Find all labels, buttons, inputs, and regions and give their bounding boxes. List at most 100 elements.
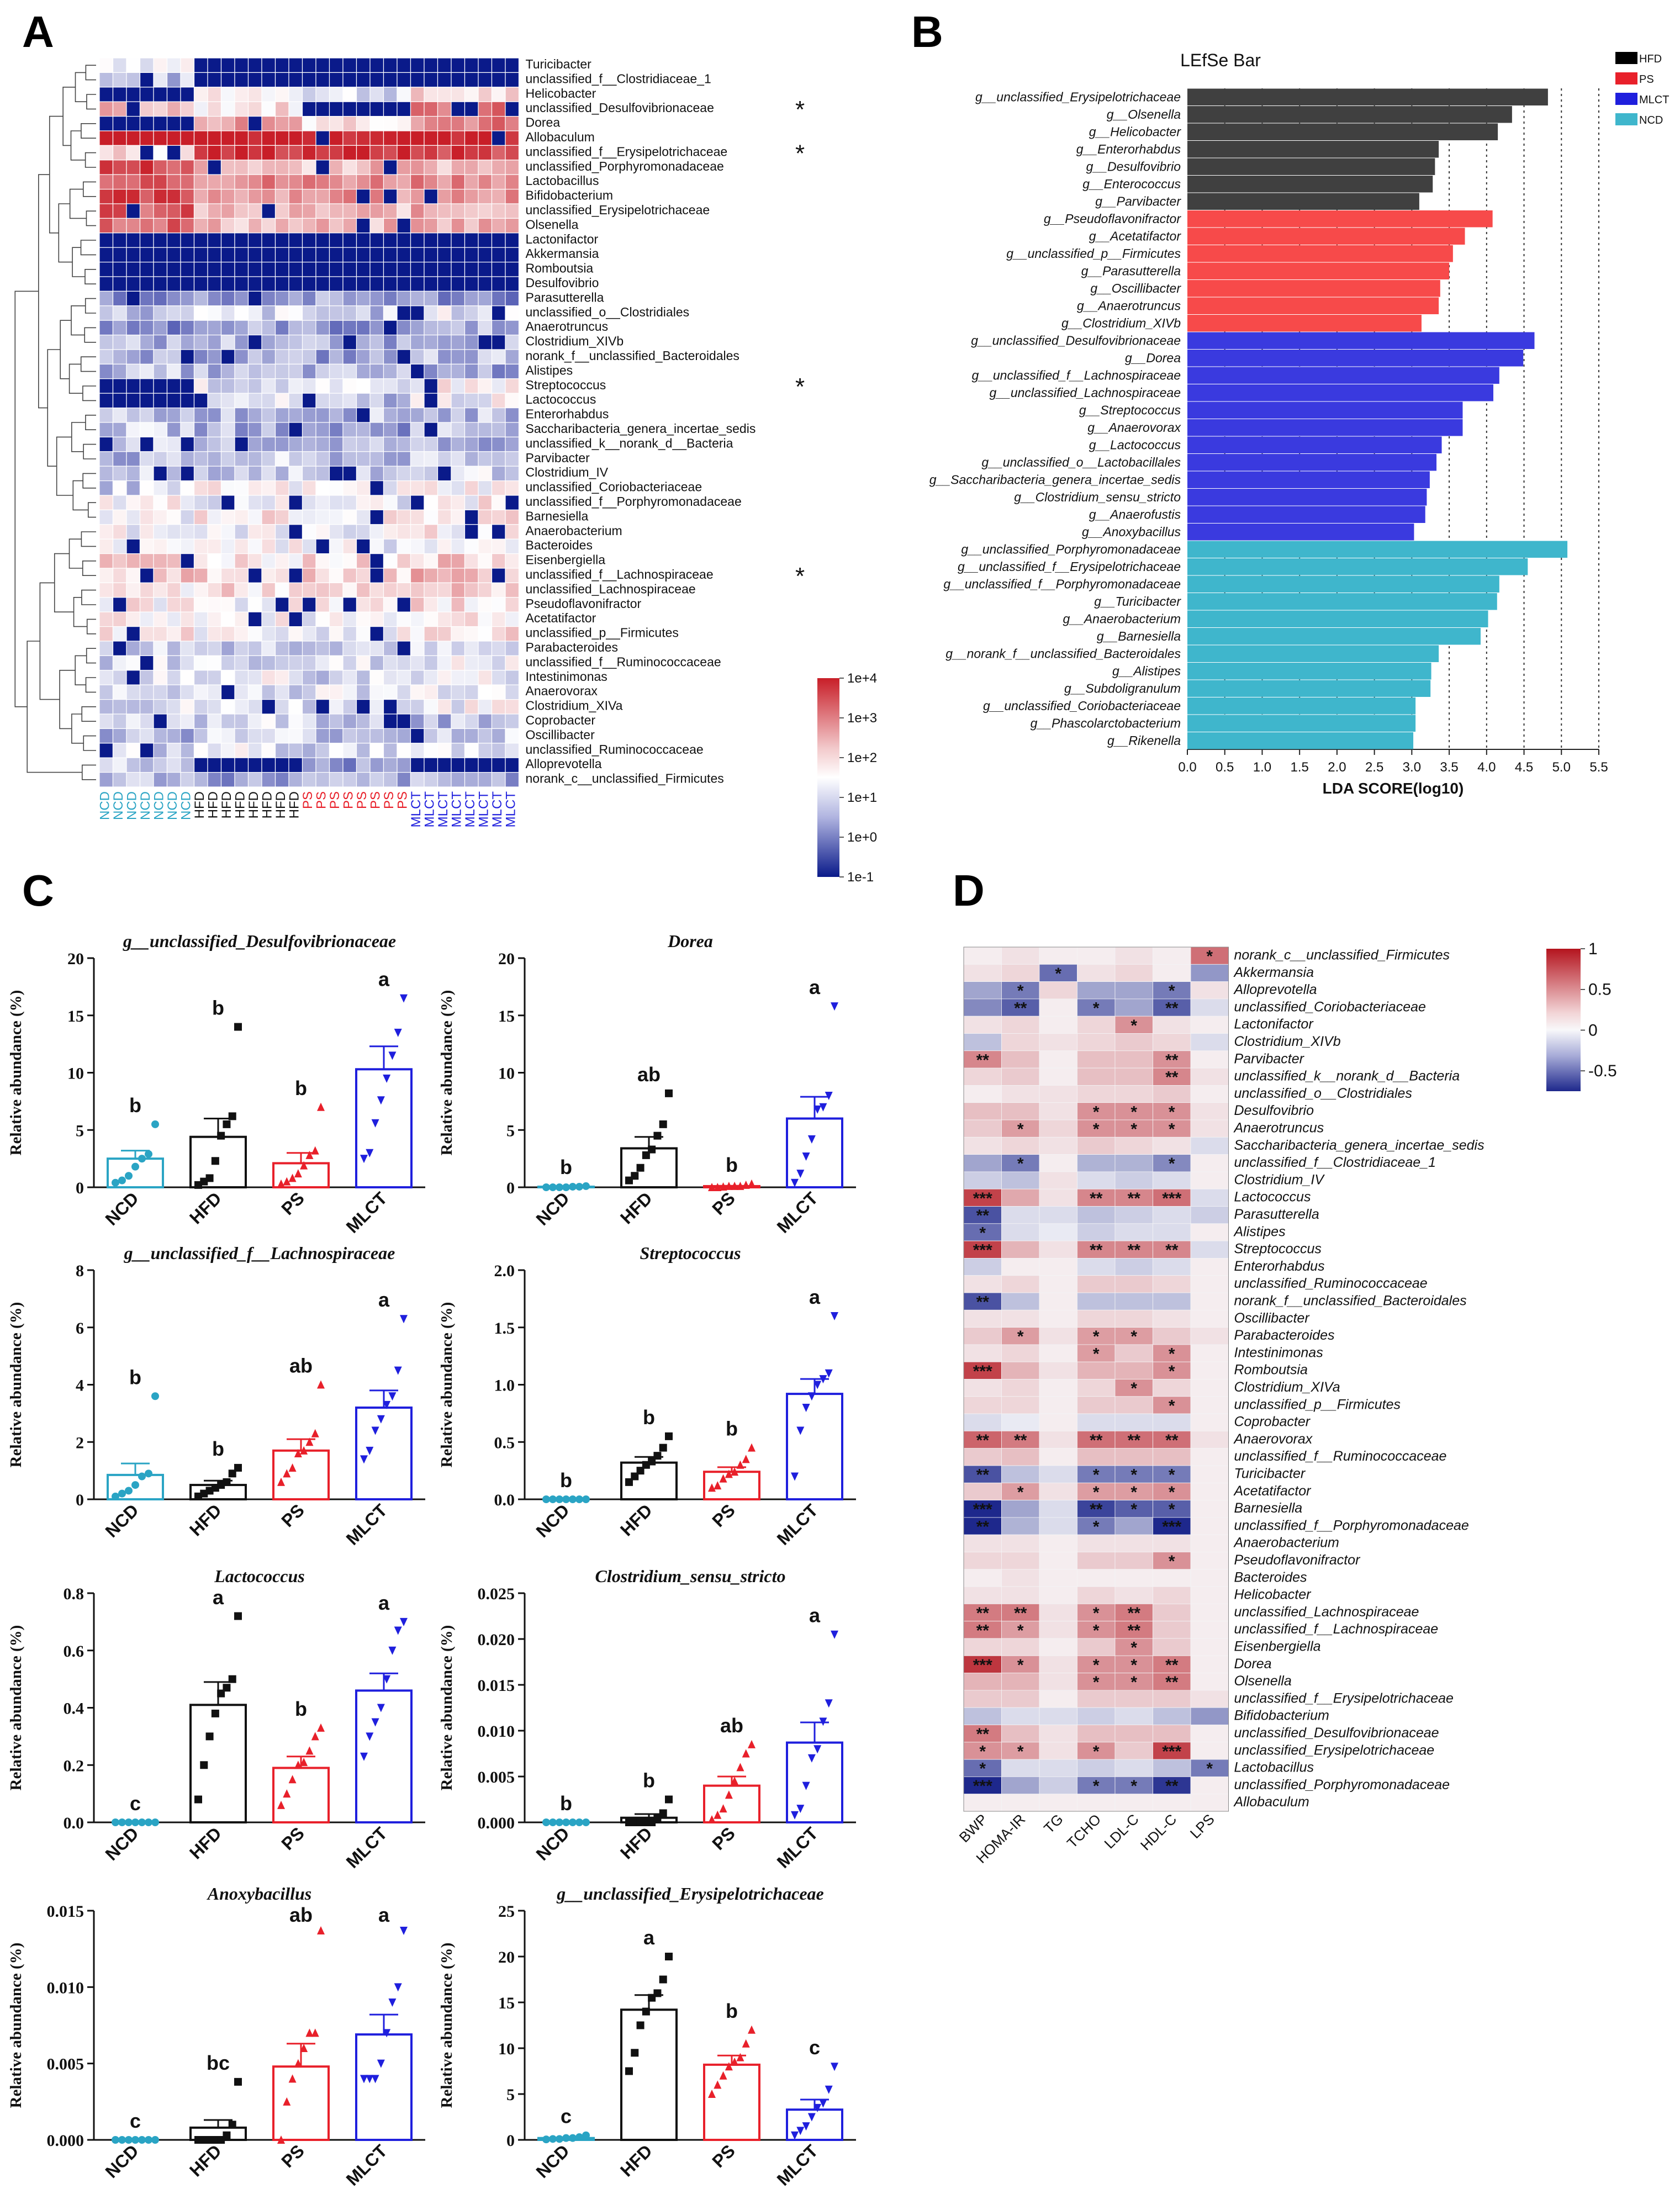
heatmap-a-cell: [274, 451, 289, 467]
abundance-point: [112, 2136, 119, 2144]
heatmap-a-cell: [112, 597, 127, 612]
heatmap-a-column-label: PS: [382, 791, 397, 809]
heatmap-d-cell: [1190, 1396, 1229, 1414]
heatmap-a-cell: [424, 57, 439, 73]
heatmap-a-cell: [356, 611, 371, 627]
heatmap-a-cell: [274, 670, 289, 685]
heatmap-d-cell: [1114, 1742, 1153, 1760]
heatmap-a-cell: [383, 480, 398, 496]
heatmap-d-cell: [1001, 1517, 1040, 1535]
heatmap-a-cell: [288, 641, 303, 656]
lefse-bar: [1187, 332, 1535, 349]
abundance-point: [138, 1472, 146, 1481]
heatmap-d-significance: ***: [1162, 1518, 1181, 1536]
heatmap-d-significance: *: [979, 1742, 986, 1761]
abundance-point: [748, 1740, 756, 1748]
heatmap-a-row-label: Bifidobacterium: [526, 188, 614, 203]
heatmap-a-cell: [437, 771, 452, 787]
heatmap-a-cell: [342, 232, 357, 248]
heatmap-d-significance: *: [1017, 1120, 1024, 1139]
abundance-significance-letter: c: [809, 2036, 820, 2059]
heatmap-d-cell: [963, 1603, 1002, 1622]
abundance-x-tick-label: HFD: [616, 2140, 656, 2180]
heatmap-a-row-label: unclassified_Lachnospiraceae: [526, 581, 696, 596]
heatmap-a-cell: [247, 72, 262, 88]
heatmap-a-cell: [451, 57, 466, 73]
heatmap-a-cell: [126, 116, 141, 131]
abundance-point: [819, 1717, 827, 1726]
heatmap-a-cell: [369, 641, 384, 656]
heatmap-d-cell: [1153, 1482, 1191, 1501]
heatmap-a-cell: [302, 728, 316, 744]
heatmap-a-cell: [112, 247, 127, 263]
heatmap-d-cell: [1190, 1085, 1229, 1103]
heatmap-a-cell: [207, 101, 222, 117]
heatmap-a-cell: [288, 597, 303, 612]
heatmap-d-cell: [1039, 1206, 1077, 1224]
heatmap-a-cell: [397, 757, 411, 773]
heatmap-a-cell: [247, 524, 262, 540]
heatmap-a-cell: [99, 743, 114, 758]
heatmap-d-legend-label: -0.5: [1588, 1062, 1617, 1080]
heatmap-a-cell: [261, 451, 276, 467]
heatmap-a-cell: [478, 116, 493, 131]
heatmap-a-cell: [410, 320, 425, 336]
heatmap-a-cell: [153, 320, 168, 336]
dendrogram-branch: [14, 290, 39, 707]
heatmap-d-significance: **: [1128, 1241, 1141, 1260]
heatmap-a-row-label: unclassified_k__norank_d__Bacteria: [526, 436, 733, 450]
heatmap-a-cell: [274, 728, 289, 744]
lefse-bar: [1187, 123, 1498, 140]
heatmap-a-cell: [464, 349, 479, 364]
heatmap-a-cell: [369, 757, 384, 773]
heatmap-d-significance: *: [1017, 982, 1024, 1000]
heatmap-a-cell: [139, 407, 154, 423]
dendrogram-branch: [39, 582, 60, 700]
heatmap-d-cell: [1001, 1154, 1040, 1172]
heatmap-d-cell: [1077, 947, 1116, 965]
heatmap-a-cell: [315, 436, 330, 452]
heatmap-d-cell: [1190, 1240, 1229, 1259]
heatmap-a-cell: [383, 218, 398, 234]
heatmap-a-cell: [315, 611, 330, 627]
heatmap-d-cell: [1114, 1344, 1153, 1362]
heatmap-d-cell: [1190, 1534, 1229, 1552]
heatmap-a-cell: [437, 728, 452, 744]
heatmap-a-cell: [166, 349, 181, 364]
heatmap-a-cell: [166, 218, 181, 234]
heatmap-a-cell: [99, 363, 114, 379]
heatmap-a-cell: [342, 305, 357, 321]
heatmap-a-cell: [505, 262, 520, 277]
heatmap-a-cell: [505, 771, 520, 787]
lefse-legend-label: MLCT: [1639, 94, 1669, 106]
heatmap-a-cell: [464, 305, 479, 321]
heatmap-d-cell: [1077, 1794, 1116, 1812]
heatmap-d-significance: *: [1017, 1656, 1024, 1674]
heatmap-d-significance: *: [1169, 1103, 1175, 1121]
heatmap-d-cell: [1190, 1361, 1229, 1379]
heatmap-a-cell: [247, 290, 262, 306]
heatmap-a-cell: [288, 611, 303, 627]
heatmap-a-cell: [220, 320, 235, 336]
heatmap-a-cell: [261, 757, 276, 773]
heatmap-a-cell: [193, 145, 208, 161]
abundance-point: [791, 1472, 799, 1481]
heatmap-a-cell: [315, 771, 330, 787]
heatmap-a-cell: [139, 568, 154, 583]
abundance-point: [549, 2135, 557, 2143]
heatmap-a-cell: [369, 101, 384, 117]
heatmap-a-cell: [261, 72, 276, 88]
heatmap-a-cell: [126, 451, 141, 467]
abundance-y-tick-label: 0.015: [478, 1677, 515, 1695]
heatmap-d-cell: [1039, 1465, 1077, 1483]
abundance-point: [791, 1811, 799, 1820]
heatmap-a-cell: [437, 641, 452, 656]
heatmap-a-cell: [261, 509, 276, 525]
heatmap-d-cell: [1077, 1534, 1116, 1552]
heatmap-a-cell: [424, 218, 439, 234]
heatmap-d-cell: [1153, 1500, 1191, 1518]
heatmap-d-cell: [1153, 1586, 1191, 1604]
dendrogram-branch: [85, 677, 96, 693]
heatmap-a-cell: [478, 101, 493, 117]
heatmap-a-cell: [302, 480, 316, 496]
